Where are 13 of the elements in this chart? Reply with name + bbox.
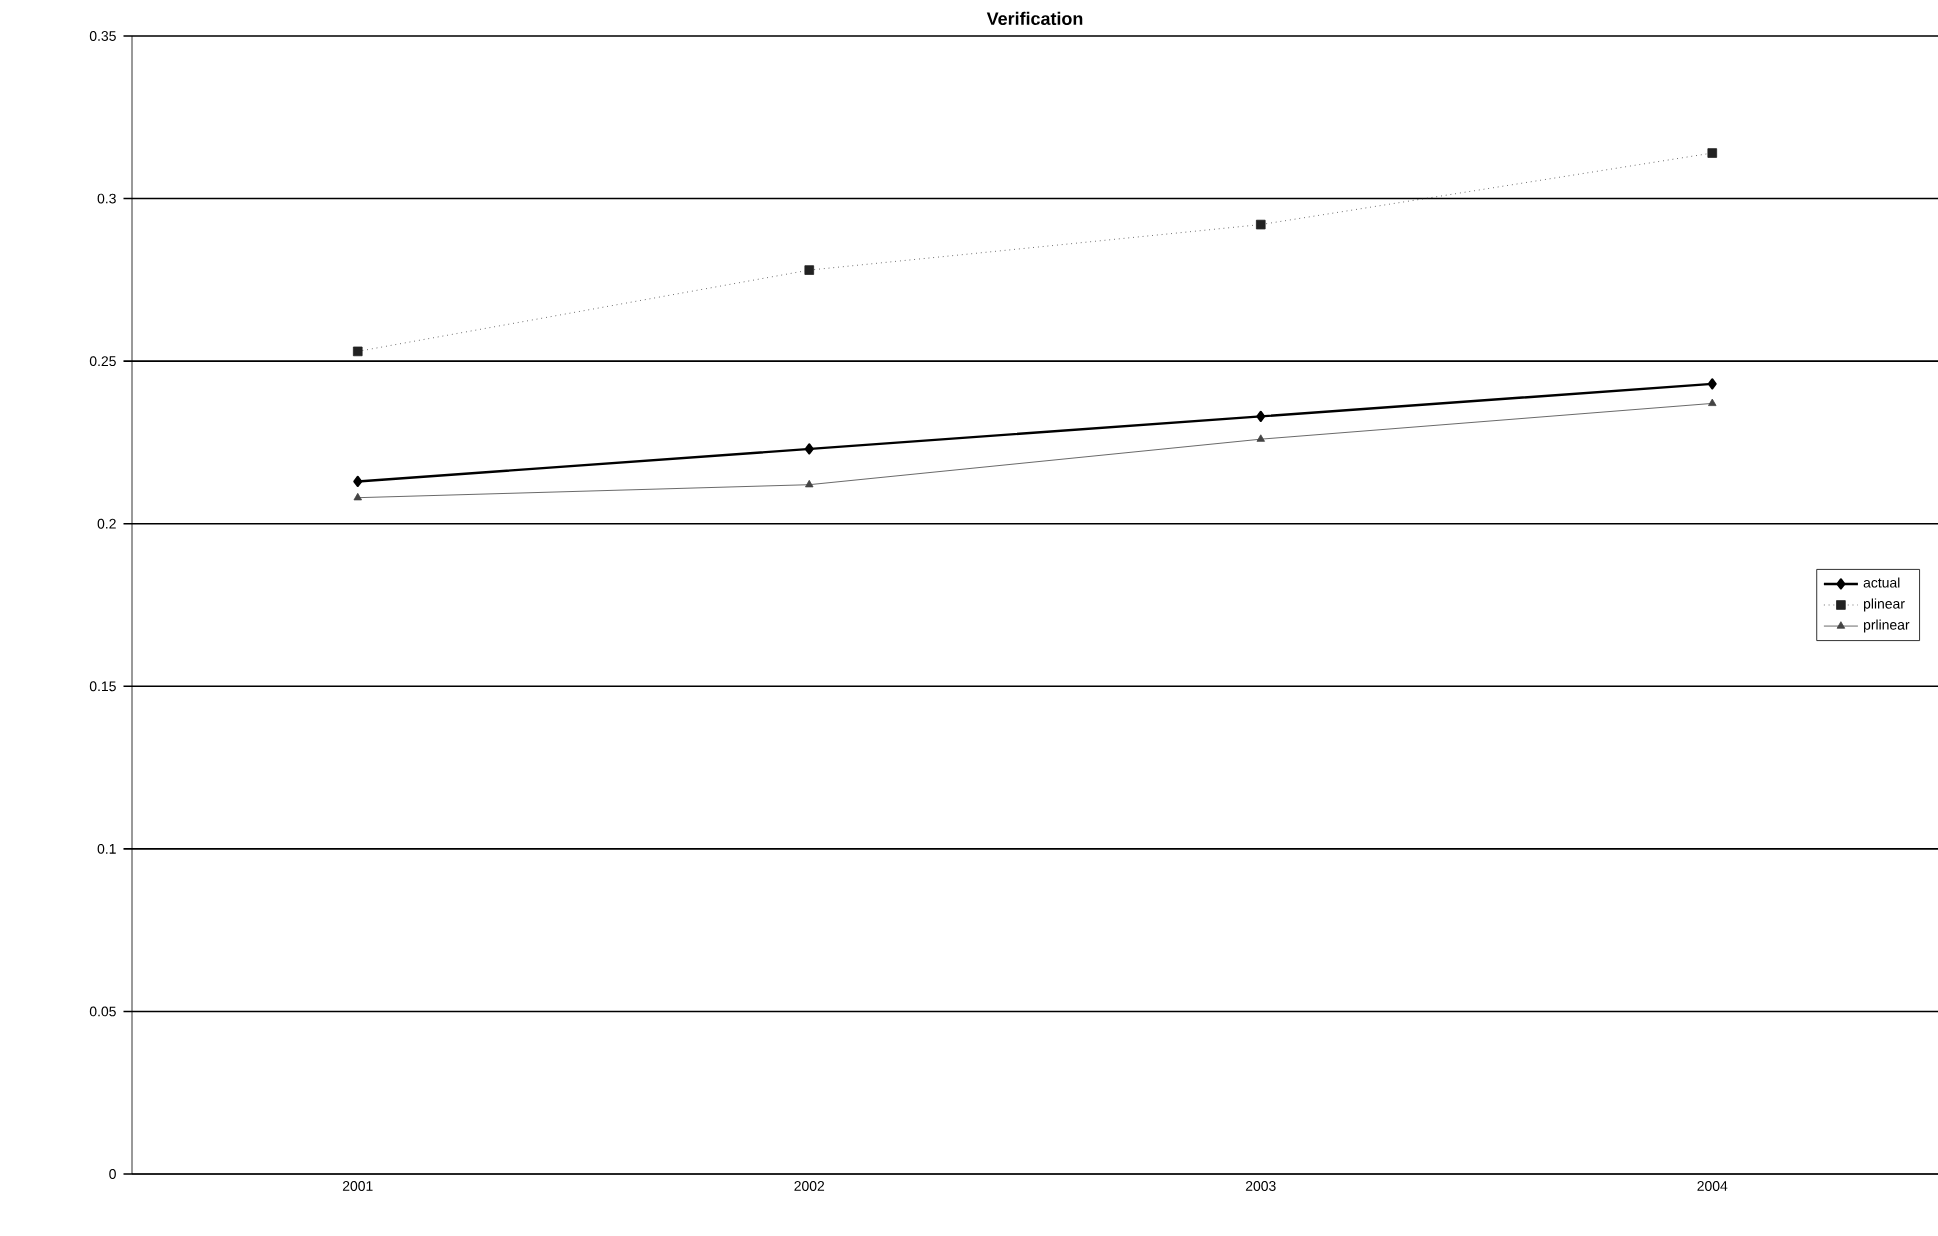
point bbox=[804, 443, 814, 455]
chart-title: Verification bbox=[986, 11, 1083, 26]
point bbox=[804, 265, 815, 275]
point bbox=[1256, 434, 1265, 442]
point bbox=[1708, 398, 1717, 406]
point bbox=[352, 346, 363, 357]
point bbox=[1707, 378, 1717, 390]
point bbox=[1255, 219, 1266, 230]
point bbox=[1707, 148, 1718, 158]
point bbox=[353, 475, 363, 488]
point bbox=[805, 479, 814, 488]
point bbox=[353, 492, 362, 501]
point bbox=[1256, 410, 1266, 422]
